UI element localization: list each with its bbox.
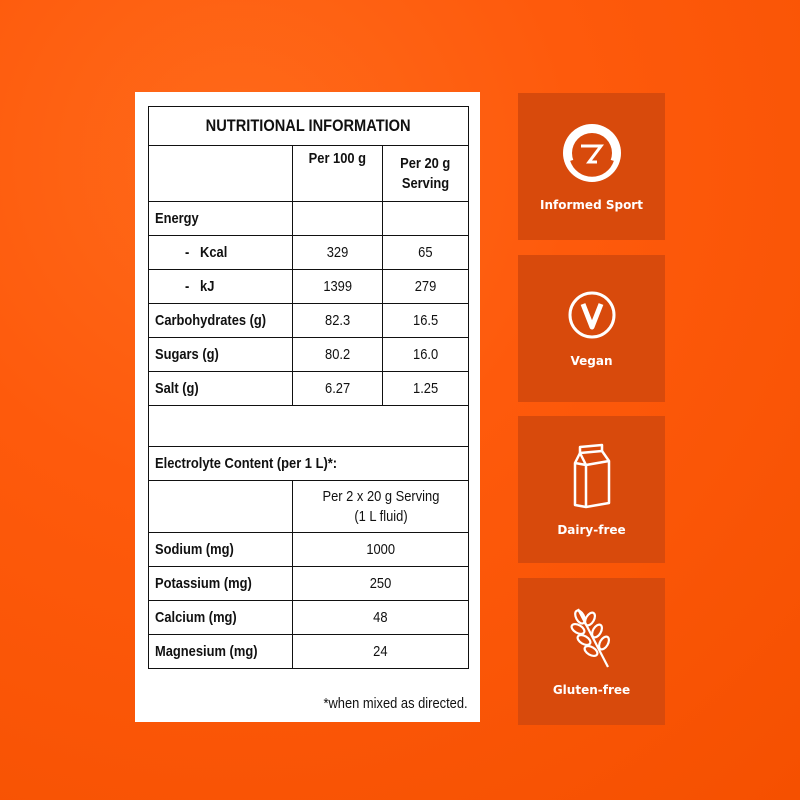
badge-label: Vegan <box>570 353 613 368</box>
wheat-icon <box>570 607 610 668</box>
nutrition-panel: NUTRITIONAL INFORMATION Per 100 g Per 20… <box>135 92 480 722</box>
table-row: Calcium (mg) 48 <box>148 600 469 635</box>
badge-dairy-free: Dairy-free <box>518 416 665 563</box>
vegan-v-icon <box>568 291 615 338</box>
table-row: - kJ 1399 279 <box>148 269 469 304</box>
col-per-100g: Per 100 g <box>292 145 383 202</box>
badge-informed-sport: Informed Sport <box>518 93 665 240</box>
table-row: Magnesium (mg) 24 <box>148 634 469 669</box>
table-row: Potassium (mg) 250 <box>148 566 469 601</box>
table-row: Sugars (g) 80.2 16.0 <box>148 337 469 372</box>
table-row: Sodium (mg) 1000 <box>148 532 469 567</box>
table-row: Energy <box>148 201 469 236</box>
col-per-serving: Per 20 g Serving <box>382 145 469 202</box>
informed-sport-logo-icon <box>562 123 621 182</box>
badge-label: Dairy-free <box>557 522 626 537</box>
table-row: Carbohydrates (g) 82.3 16.5 <box>148 303 469 338</box>
nutrition-table: NUTRITIONAL INFORMATION Per 100 g Per 20… <box>148 106 469 669</box>
badge-label: Informed Sport <box>540 197 643 212</box>
footnote: *when mixed as directed. <box>323 695 468 712</box>
table-row: - Kcal 329 65 <box>148 235 469 270</box>
badge-vegan: Vegan <box>518 255 665 402</box>
col-per-2-servings: Per 2 x 20 g Serving (1 L fluid) <box>292 480 469 533</box>
electrolyte-title: Electrolyte Content (per 1 L)*: <box>148 446 469 481</box>
badge-gluten-free: Gluten-free <box>518 578 665 725</box>
table-row: Salt (g) 6.27 1.25 <box>148 371 469 406</box>
table-title: NUTRITIONAL INFORMATION <box>148 106 469 146</box>
milk-carton-icon <box>573 443 610 508</box>
badge-label: Gluten-free <box>552 682 631 697</box>
